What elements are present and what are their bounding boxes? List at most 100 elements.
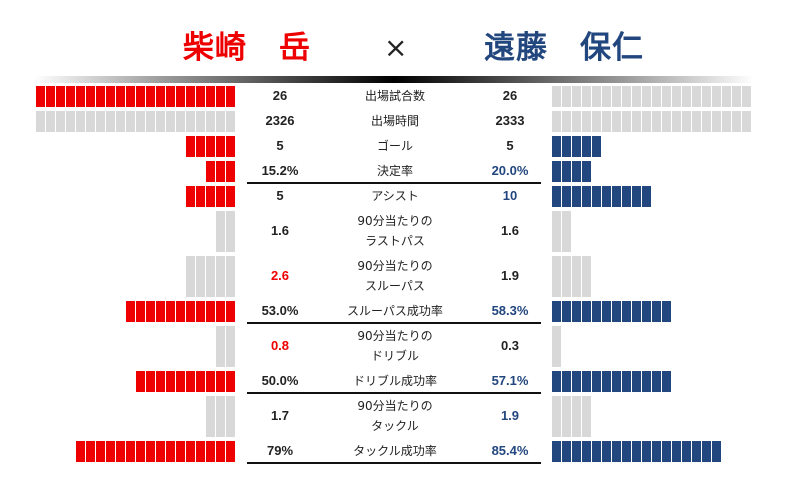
right-bar-segment	[591, 371, 601, 392]
right-bar-segment	[551, 371, 561, 392]
right-bar-segment	[561, 161, 571, 182]
left-bar-segment	[195, 371, 205, 392]
left-bar-segment	[125, 441, 135, 462]
right-stat-value: 1.9	[500, 267, 520, 283]
left-bar-segment	[135, 301, 145, 322]
left-bar-segment	[225, 161, 235, 182]
stat-label-line: 決定率	[376, 164, 413, 178]
left-bar-segment	[165, 301, 175, 322]
right-bar-segment	[591, 186, 601, 207]
right-bar-segment	[601, 371, 611, 392]
right-bar-group	[551, 396, 591, 437]
left-bar-segment	[45, 111, 55, 132]
header-divider	[34, 76, 754, 83]
left-player-name: 柴崎 岳	[183, 30, 311, 66]
right-bar-group	[551, 186, 651, 207]
right-bar-segment	[561, 86, 571, 107]
right-bar-group	[551, 441, 721, 462]
stat-row: 26 26 出場試合数	[0, 84, 789, 109]
row-underline	[247, 392, 541, 394]
left-bar-segment	[115, 86, 125, 107]
right-bar-segment	[641, 111, 651, 132]
right-bar-segment	[561, 396, 571, 437]
right-bar-segment	[591, 136, 601, 157]
right-bar-segment	[741, 86, 751, 107]
right-bar-group	[551, 371, 671, 392]
left-bar-segment	[195, 186, 205, 207]
left-bar-segment	[85, 111, 95, 132]
right-bar-group	[551, 326, 561, 367]
left-bar-segment	[135, 86, 145, 107]
stat-label: スルーパス成功率	[330, 301, 460, 321]
left-bar-segment	[85, 86, 95, 107]
left-bar-segment	[215, 326, 225, 367]
right-stat-value: 1.6	[500, 222, 520, 238]
right-player-name: 遠藤 保仁	[484, 30, 644, 66]
stat-label-line: 90分当たりの	[357, 214, 433, 228]
right-bar-segment	[571, 301, 581, 322]
stat-label-line: 90分当たりの	[357, 399, 433, 413]
stat-row: 0.8 0.3 90分当たりの ドリブル	[0, 324, 789, 369]
right-bar-segment	[711, 111, 721, 132]
left-bar-segment	[175, 301, 185, 322]
right-bar-segment	[601, 441, 611, 462]
left-bar-group	[205, 396, 235, 437]
right-bar-segment	[701, 111, 711, 132]
right-bar-segment	[661, 371, 671, 392]
left-bar-segment	[185, 111, 195, 132]
left-bar-segment	[65, 86, 75, 107]
stat-row: 5 5 ゴール	[0, 134, 789, 159]
left-bar-segment	[45, 86, 55, 107]
right-bar-segment	[641, 301, 651, 322]
right-bar-segment	[561, 211, 571, 252]
left-stat-value: 1.6	[270, 222, 290, 238]
right-bar-segment	[721, 86, 731, 107]
right-bar-segment	[641, 186, 651, 207]
left-bar-segment	[215, 211, 225, 252]
left-bar-segment	[175, 371, 185, 392]
right-stat-value: 5	[506, 137, 514, 153]
stat-label-line: 出場試合数	[364, 89, 425, 103]
left-bar-segment	[185, 371, 195, 392]
right-bar-segment	[661, 441, 671, 462]
left-stat-value: 15.2%	[261, 162, 299, 178]
right-bar-segment	[581, 441, 591, 462]
right-bar-segment	[581, 396, 591, 437]
stat-label-line: 90分当たりの	[357, 259, 433, 273]
right-bar-segment	[711, 86, 721, 107]
right-bar-segment	[621, 111, 631, 132]
left-bar-segment	[225, 111, 235, 132]
right-bar-group	[551, 301, 671, 322]
left-bar-segment	[195, 441, 205, 462]
right-bar-segment	[641, 441, 651, 462]
stat-row: 1.7 1.9 90分当たりの タックル	[0, 394, 789, 439]
left-bar-group	[135, 371, 235, 392]
right-bar-segment	[731, 86, 741, 107]
right-bar-segment	[571, 371, 581, 392]
right-bar-segment	[581, 186, 591, 207]
right-bar-segment	[571, 161, 581, 182]
stat-label: タックル成功率	[330, 441, 460, 461]
stat-label-line: ゴール	[376, 139, 413, 153]
left-stat-value: 26	[272, 87, 288, 103]
left-bar-group	[215, 211, 235, 252]
left-bar-segment	[75, 111, 85, 132]
stat-label: ゴール	[330, 136, 460, 156]
right-bar-segment	[621, 371, 631, 392]
left-bar-segment	[205, 111, 215, 132]
left-bar-segment	[145, 111, 155, 132]
right-bar-segment	[601, 111, 611, 132]
left-bar-group	[215, 326, 235, 367]
left-bar-segment	[225, 186, 235, 207]
left-bar-segment	[95, 441, 105, 462]
right-bar-segment	[621, 86, 631, 107]
left-bar-segment	[215, 136, 225, 157]
row-underline	[247, 462, 541, 464]
left-bar-segment	[105, 86, 115, 107]
right-bar-segment	[611, 371, 621, 392]
stat-row: 2.6 1.9 90分当たりの スルーパス	[0, 254, 789, 299]
right-bar-segment	[561, 371, 571, 392]
right-bar-segment	[681, 441, 691, 462]
left-bar-segment	[95, 111, 105, 132]
stat-row: 79% 85.4% タックル成功率	[0, 439, 789, 464]
